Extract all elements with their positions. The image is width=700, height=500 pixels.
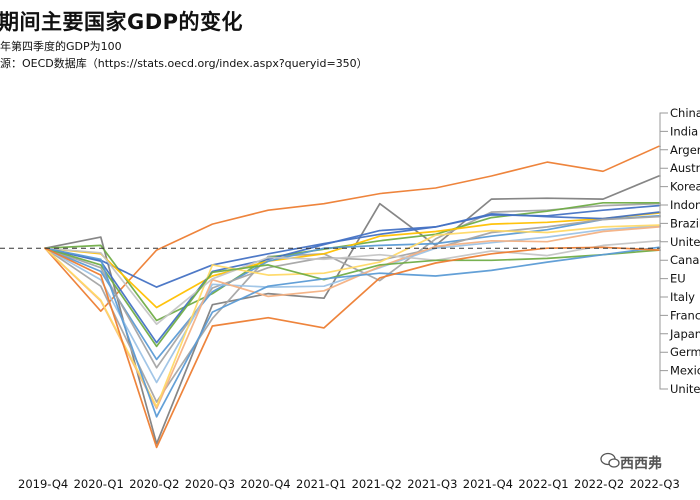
series-line-china	[44, 145, 660, 313]
series-line-united-states	[44, 211, 660, 344]
legend-label: Austr	[670, 161, 700, 175]
series-line-united-kingdom	[44, 246, 660, 449]
legend-connector	[659, 225, 668, 280]
legend-label: Indon	[670, 198, 700, 212]
legend-label: India	[670, 124, 698, 138]
legend-connector	[659, 130, 668, 177]
x-tick-label: 2020-Q1	[74, 477, 124, 491]
x-tick-label: 2020-Q4	[240, 477, 290, 491]
legend-connector	[659, 211, 668, 243]
chart-subtitle: 年第四季度的GDP为100	[0, 40, 122, 53]
x-tick-label: 2021-Q4	[463, 477, 513, 491]
chart-source: 源：OECD数据库（https://stats.oecd.org/index.a…	[0, 57, 368, 70]
x-tick-label: 2022-Q1	[518, 477, 568, 491]
legend-connector	[659, 226, 668, 298]
series-line-brazil	[44, 214, 660, 361]
x-tick-label: 2019-Q4	[18, 477, 68, 491]
wechat-icon	[600, 452, 620, 468]
legend-label: Mexic	[670, 364, 700, 378]
series-line-canada	[44, 215, 660, 369]
legend-label: Unite	[670, 382, 700, 396]
x-tick-label: 2021-Q2	[352, 477, 402, 491]
series-layer	[44, 145, 660, 449]
x-tick-label: 2021-Q1	[296, 477, 346, 491]
legend-connector	[659, 149, 668, 205]
x-tick-label: 2020-Q2	[129, 477, 179, 491]
legend-label: Argen	[670, 143, 700, 157]
legend-connector	[659, 240, 668, 335]
legend-connector	[659, 112, 668, 147]
x-tick-label: 2022-Q2	[574, 477, 624, 491]
x-axis-ticks: 2019-Q4 2020-Q1 2020-Q2 2020-Q3 2020-Q4 2021-…	[18, 477, 680, 491]
series-line-japan	[44, 239, 660, 326]
legend-label: Unite	[670, 235, 700, 249]
series-line-germany	[44, 247, 660, 348]
series-line-indonesia	[44, 212, 660, 309]
legend-label: Brazil	[670, 216, 700, 230]
watermark: 西西弗	[620, 456, 662, 472]
legend-label: Germ	[670, 345, 700, 359]
legend-label: China	[670, 106, 700, 120]
x-tick-label: 2020-Q3	[185, 477, 235, 491]
legend-label: Canad	[670, 253, 700, 267]
legend-connector	[659, 249, 668, 353]
legend-connector	[659, 249, 668, 390]
legend-connector	[659, 167, 668, 204]
series-line-mexico	[44, 246, 660, 418]
legend-connector	[659, 224, 668, 316]
legend-connector	[659, 215, 668, 224]
legend-layer: China India Argen Austr Korea Indon Brazil Unit…	[669, 106, 700, 396]
x-tick-label: 2022-Q3	[630, 477, 680, 491]
legend-label: Korea	[670, 180, 700, 194]
x-tick-label: 2021-Q3	[407, 477, 457, 491]
legend-connector-layer	[659, 112, 668, 390]
legend-connector	[659, 204, 668, 214]
legend-label: EU	[670, 272, 686, 286]
legend-connector	[659, 186, 668, 207]
legend-label: Japan	[669, 327, 700, 341]
chart-title: 期间主要国家GDP的变化	[0, 10, 244, 34]
legend-label: Franc	[670, 308, 700, 322]
series-line-eu	[44, 225, 660, 384]
series-line-india	[44, 175, 660, 445]
legend-label: Italy	[670, 290, 695, 304]
series-line-korea	[44, 204, 660, 288]
